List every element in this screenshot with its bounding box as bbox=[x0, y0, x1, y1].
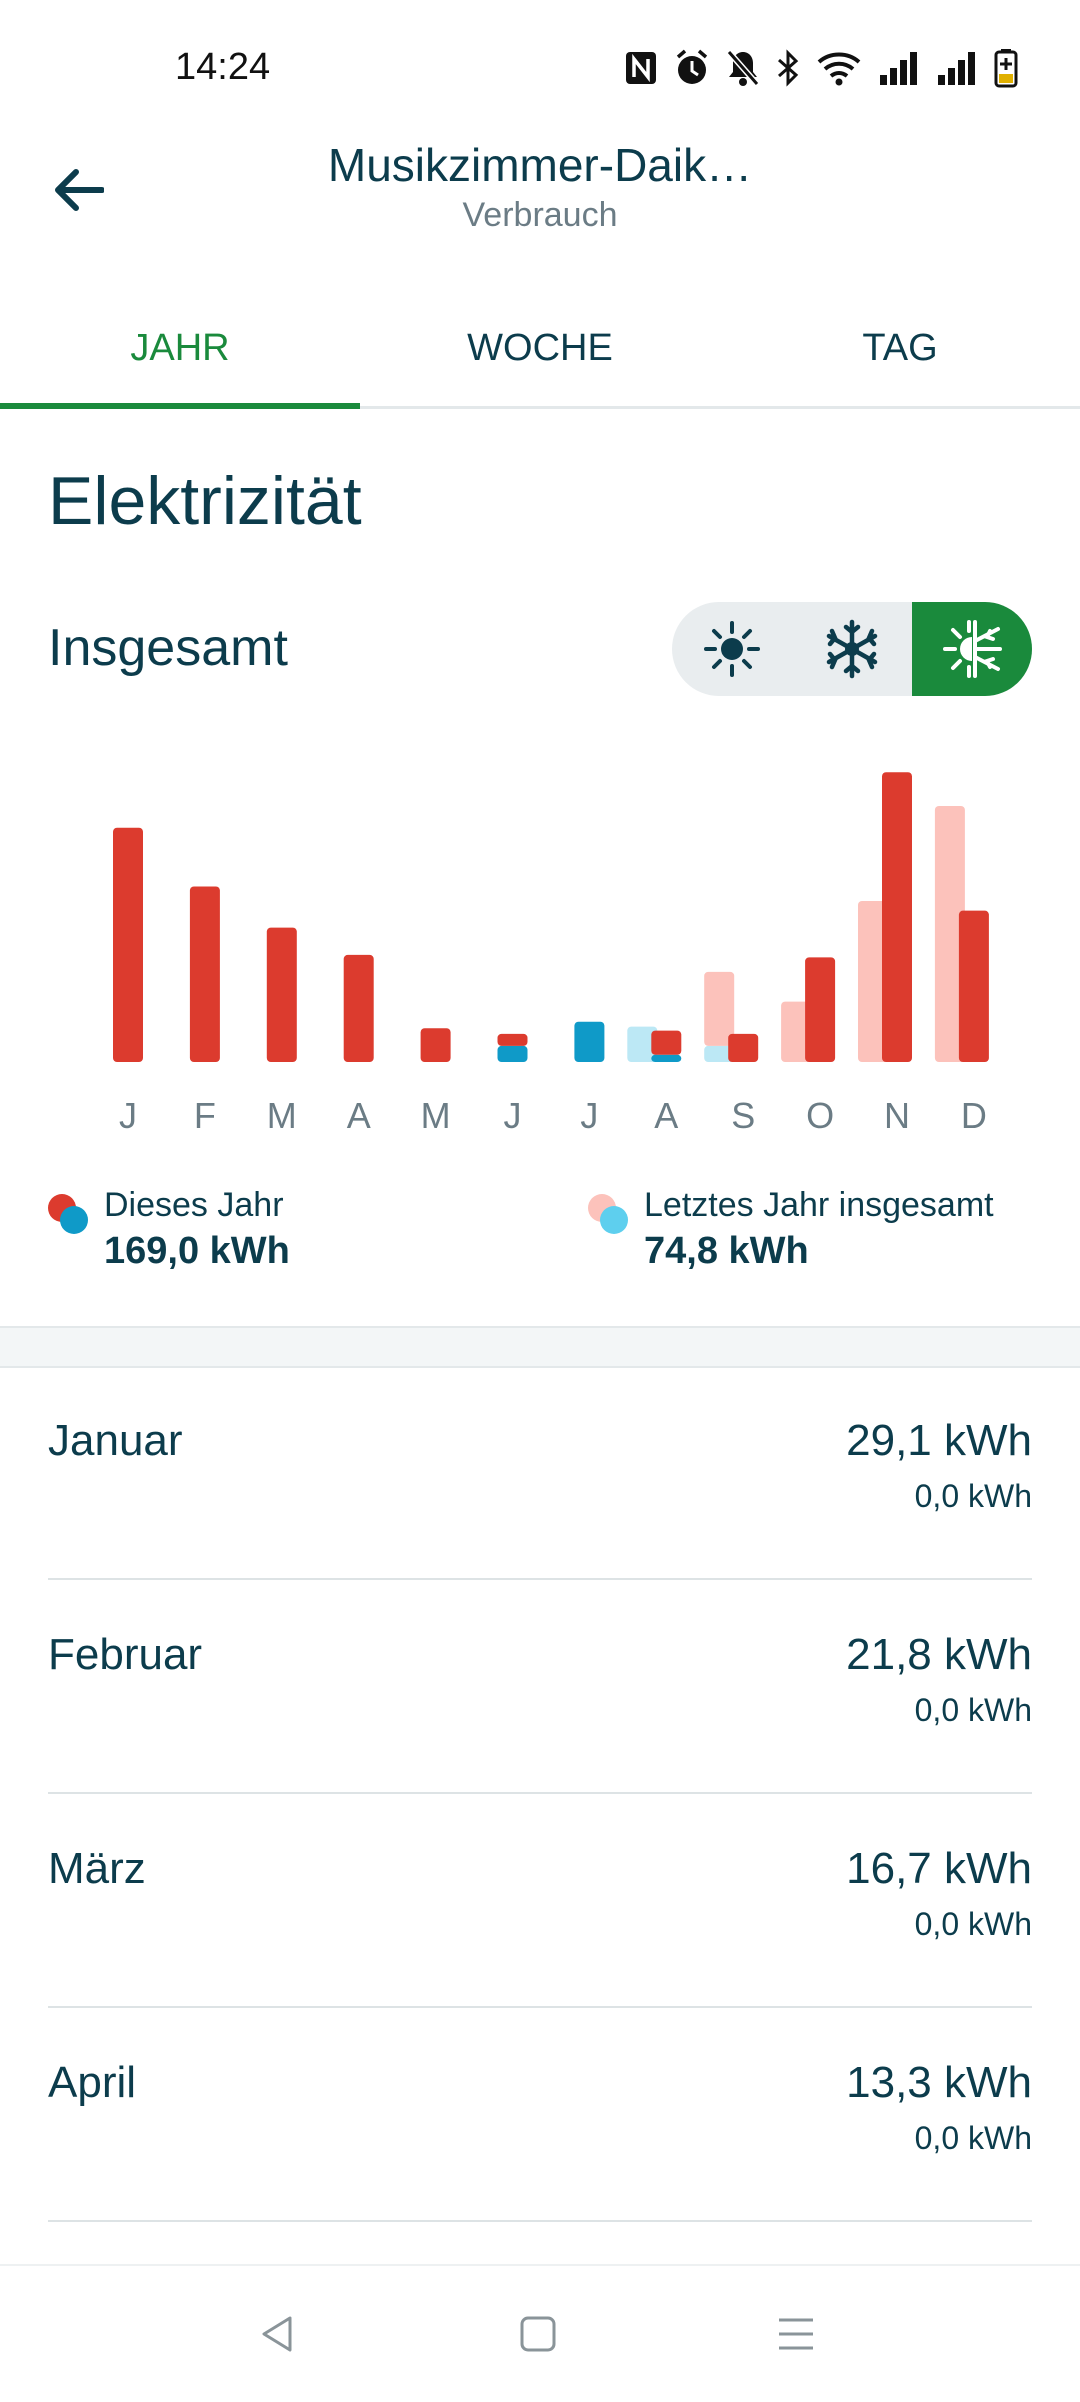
tab-jahr[interactable]: JAHR bbox=[130, 326, 230, 369]
x-tick-label: J bbox=[580, 1095, 598, 1136]
mode-toggle bbox=[672, 602, 1032, 696]
legend-last-year-label: Letztes Jahr insgesamt bbox=[644, 1186, 994, 1224]
bar-last-cooling-8 bbox=[704, 1045, 735, 1062]
month-sub-value: 0,0 kWh bbox=[914, 1906, 1032, 1942]
tab-indicator bbox=[0, 403, 360, 409]
legend-last-year-value: 74,8 kWh bbox=[644, 1230, 809, 1272]
mute-icon bbox=[726, 50, 760, 86]
status-bar: 14:24 bbox=[0, 0, 1080, 140]
x-tick-label: A bbox=[347, 1095, 371, 1136]
x-tick-label: O bbox=[806, 1095, 834, 1136]
mode-heating-button[interactable] bbox=[672, 602, 792, 696]
legend-this-year-label: Dieses Jahr bbox=[104, 1186, 284, 1224]
nav-home-button[interactable] bbox=[506, 2302, 570, 2366]
bar-this-heating-3 bbox=[343, 954, 374, 1062]
month-name: März bbox=[48, 1844, 146, 1893]
legend-this-year-value: 169,0 kWh bbox=[104, 1230, 290, 1272]
bar-this-heating-10 bbox=[882, 772, 912, 1062]
nav-back-button[interactable] bbox=[246, 2302, 310, 2366]
mode-cooling-button[interactable] bbox=[792, 602, 912, 696]
tab-bar: JAHR WOCHE TAG bbox=[0, 290, 1080, 409]
tab-woche[interactable]: WOCHE bbox=[467, 326, 613, 369]
status-time: 14:24 bbox=[175, 46, 271, 88]
page-title: Musikzimmer-Daik… bbox=[327, 139, 753, 191]
bar-this-heating-5 bbox=[497, 1033, 528, 1046]
bar-this-heating-4 bbox=[420, 1028, 451, 1062]
alarm-icon bbox=[676, 49, 708, 84]
sun-icon bbox=[704, 621, 760, 677]
x-tick-label: D bbox=[961, 1095, 987, 1136]
wifi-icon bbox=[817, 52, 861, 86]
x-tick-label: M bbox=[267, 1095, 297, 1136]
list-item[interactable]: Februar 21,8 kWh 0,0 kWh bbox=[48, 1580, 1032, 1794]
system-nav-bar bbox=[0, 2264, 1080, 2402]
section-title: Elektrizität bbox=[48, 463, 362, 539]
month-sub-value: 0,0 kWh bbox=[914, 2120, 1032, 2156]
month-sub-value: 0,0 kWh bbox=[914, 1478, 1032, 1514]
nfc-icon bbox=[626, 52, 656, 84]
menu-lines-icon bbox=[779, 2318, 813, 2350]
bar-last-cooling-7 bbox=[627, 1026, 658, 1062]
month-name: Januar bbox=[48, 1416, 183, 1465]
bar-this-heating-9 bbox=[805, 957, 836, 1062]
month-name: Februar bbox=[48, 1630, 203, 1679]
arrow-left-icon bbox=[55, 169, 104, 211]
x-tick-label: A bbox=[654, 1095, 678, 1136]
x-tick-label: S bbox=[731, 1095, 755, 1136]
legend-last-year-dot bbox=[588, 1194, 632, 1238]
bar-this-heating-1 bbox=[189, 886, 220, 1062]
status-icons bbox=[624, 48, 1018, 88]
month-sub-value: 0,0 kWh bbox=[914, 1692, 1032, 1728]
x-tick-label: F bbox=[194, 1095, 216, 1136]
battery-icon bbox=[994, 49, 1018, 88]
bar-this-cooling-6 bbox=[574, 1021, 605, 1062]
page-subtitle: Verbrauch bbox=[462, 196, 618, 234]
signal-icon bbox=[938, 52, 975, 85]
sun-snowflake-icon bbox=[943, 620, 1002, 678]
back-triangle-icon bbox=[262, 2316, 292, 2352]
bluetooth-icon bbox=[778, 49, 799, 87]
bar-this-heating-11 bbox=[958, 910, 989, 1062]
month-total: 21,8 kWh bbox=[846, 1630, 1032, 1679]
tab-tag[interactable]: TAG bbox=[862, 326, 938, 369]
x-tick-label: M bbox=[421, 1095, 451, 1136]
x-tick-label: N bbox=[884, 1095, 910, 1136]
month-list: Januar 29,1 kWh 0,0 kWh Februar 21,8 kWh… bbox=[48, 1366, 1032, 2222]
snowflake-icon bbox=[826, 619, 878, 679]
x-tick-label: J bbox=[504, 1095, 522, 1136]
month-name: April bbox=[48, 2058, 137, 2107]
bar-this-heating-0 bbox=[113, 827, 143, 1062]
back-button[interactable] bbox=[40, 152, 116, 228]
chart-subtitle: Insgesamt bbox=[48, 619, 288, 677]
section-divider bbox=[0, 1326, 1080, 1368]
month-total: 16,7 kWh bbox=[846, 1844, 1032, 1893]
bar-this-heating-7 bbox=[651, 1030, 682, 1055]
nav-menu-button[interactable] bbox=[764, 2302, 828, 2366]
list-item[interactable]: Januar 29,1 kWh 0,0 kWh bbox=[48, 1366, 1032, 1580]
list-item[interactable]: März 16,7 kWh 0,0 kWh bbox=[48, 1794, 1032, 2008]
x-tick-label: J bbox=[119, 1095, 137, 1136]
bar-this-cooling-7 bbox=[651, 1054, 682, 1062]
legend-this-year: Dieses Jahr 169,0 kWh bbox=[48, 1180, 528, 1280]
month-total: 13,3 kWh bbox=[846, 2058, 1032, 2107]
app-header: Musikzimmer-Daik… Verbrauch bbox=[0, 130, 1080, 270]
bar-last-heating-9 bbox=[781, 1001, 812, 1062]
bar-this-heating-2 bbox=[266, 927, 297, 1062]
home-square-icon bbox=[520, 2316, 556, 2352]
list-item[interactable]: April 13,3 kWh 0,0 kWh bbox=[48, 2008, 1032, 2222]
month-total: 29,1 kWh bbox=[846, 1416, 1032, 1465]
bar-last-heating-10 bbox=[858, 901, 888, 1062]
bar-last-heating-11 bbox=[934, 806, 965, 1062]
bar-this-cooling-5 bbox=[497, 1045, 528, 1062]
legend-this-year-dot bbox=[48, 1194, 92, 1238]
mode-combined-button[interactable] bbox=[912, 602, 1032, 696]
legend-last-year: Letztes Jahr insgesamt 74,8 kWh bbox=[588, 1180, 1048, 1280]
bar-last-heating-8 bbox=[704, 971, 735, 1046]
signal-icon bbox=[880, 52, 917, 85]
bar-this-heating-8 bbox=[728, 1033, 759, 1062]
